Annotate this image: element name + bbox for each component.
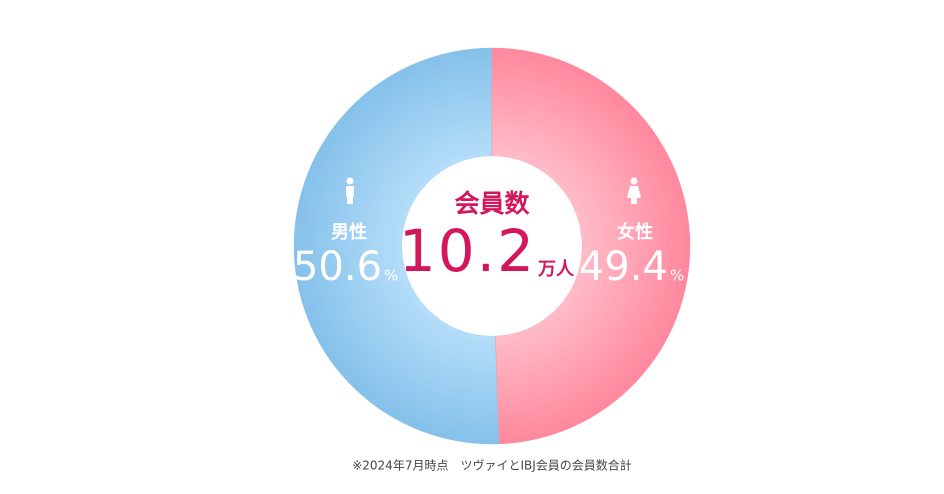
footnote: ※2024年7月時点 ツヴァイとIBJ会員の会員数合計 [352,458,632,473]
center-value: 10.2 [399,217,536,285]
value-label: 50.6 [293,244,382,290]
unit-label: % [670,267,684,285]
category-label: 男性 [331,221,367,243]
female-icon [627,177,641,204]
center-unit: 万人 [537,259,575,280]
center-hole [402,156,582,336]
value-label: 49.4 [579,244,668,290]
center-label: 会員数 [454,189,530,218]
unit-label: % [384,267,398,285]
category-label: 女性 [617,221,653,243]
segments [293,47,691,445]
male-icon [346,177,354,204]
